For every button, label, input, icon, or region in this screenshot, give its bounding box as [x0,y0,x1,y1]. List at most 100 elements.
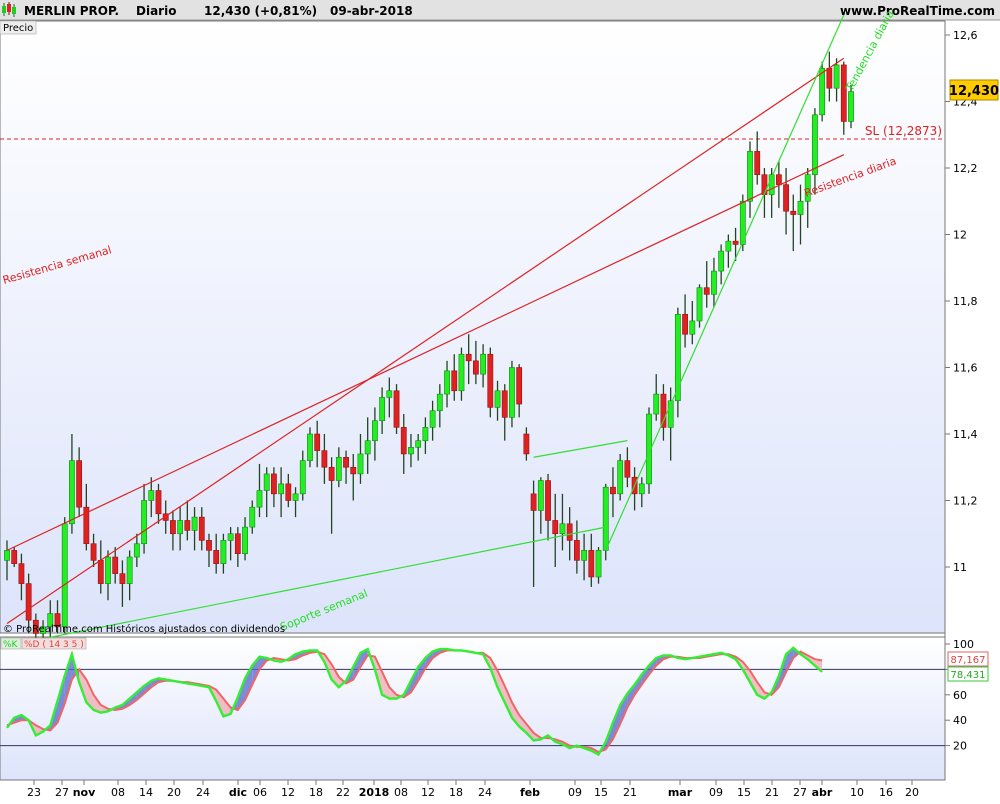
candle-down [465,353,472,362]
oscillator-panel[interactable] [0,636,946,781]
candle-up [718,250,725,272]
candle-up [133,543,140,558]
candle-down [393,390,400,428]
candle-down [660,393,667,428]
candle-up [292,493,299,501]
osc-fill-up [418,657,426,681]
osc-fill-up [144,680,152,694]
candle-up [4,550,10,561]
x-tick-label: 21 [765,786,779,799]
price-tick-label: 11,8 [953,295,978,308]
candle-up [653,393,660,415]
candle-up [126,556,133,584]
osc-fill-down [35,725,44,736]
legend-k-box[interactable] [0,637,22,650]
candle-up [725,240,732,252]
candle-up [220,540,227,564]
candle-up [833,64,840,89]
osc-fill-up [627,684,635,708]
candle-down [451,370,458,392]
candle-down [826,67,833,89]
price-panel-tab[interactable] [0,20,37,35]
osc-fill-down [216,689,224,717]
candle-up [667,400,674,428]
candle-down [790,210,797,215]
candle-up [227,533,234,541]
candle-down [343,456,349,468]
candle-up [372,420,378,441]
trend-line [6,57,845,625]
osc-k-value-tag [947,666,989,682]
candle-down [285,483,292,501]
candle-down [119,573,126,584]
candle-up [617,460,624,495]
candle-up [415,440,422,448]
candle-up [509,367,515,418]
candle-down [321,450,328,468]
price-panel[interactable] [0,20,946,634]
candle-up [335,456,342,481]
candle-up [242,526,248,554]
candle-up [40,626,46,634]
candle-down [610,486,616,495]
candle-down [783,184,789,212]
osc-fill-up [620,693,628,725]
candle-down [588,550,595,578]
candle-down [234,533,241,555]
candle-up [69,460,75,525]
x-tick-label: 24 [196,786,210,799]
candle-down [682,313,688,335]
candle-down [162,513,169,521]
candle-up [105,556,111,584]
x-tick-label: feb [520,786,540,799]
candle-up [364,440,371,455]
osc-tick-label: 40 [953,714,967,727]
osc-tick-label: 20 [953,740,967,753]
trend-line [533,440,628,458]
trend-line [605,14,845,551]
candle-down [523,433,530,455]
osc-fill-down [86,679,94,711]
candle-up [386,390,393,398]
legend-d-box[interactable] [21,637,87,650]
current-price-label: 12,430 [949,84,999,99]
osc-fill-down [526,724,534,741]
x-tick-label: 20 [167,786,181,799]
candle-down [501,390,508,418]
x-tick-label: 10 [850,786,864,799]
osc-fill-up [136,685,145,700]
candle-up [638,483,645,495]
osc-fill-down [814,659,823,672]
candle-up [848,91,854,122]
candle-up [141,500,147,545]
candle-up [480,353,486,375]
candle-down [472,360,479,375]
candle-down [83,506,90,545]
candle-up [191,516,198,531]
x-tick-label: 15 [737,786,751,799]
candle-down [184,520,191,531]
x-tick-label: 27 [793,786,807,799]
candle-down [703,287,710,295]
candle-up [595,550,602,578]
x-tick-label: 09 [709,786,723,799]
osc-k-value: 78,431 [951,670,986,681]
candle-up [804,174,811,202]
osc-fill-up [129,692,137,705]
osc-fill-up [649,657,657,675]
candle-up [602,486,609,551]
candle-down [328,466,335,481]
candle-down [11,550,18,564]
candle-down [213,550,220,564]
candle-down [624,460,631,478]
osc-k-line [6,646,823,757]
current-price-tag [949,79,999,101]
candle-down [25,583,32,621]
price-tick-label: 11,2 [953,495,978,508]
candle-up [249,506,256,528]
candle-down [516,367,523,405]
x-tick-label: 18 [449,786,463,799]
candle-down [732,240,739,245]
osc-tick-label: 60 [953,689,967,702]
candle-up [177,520,184,535]
